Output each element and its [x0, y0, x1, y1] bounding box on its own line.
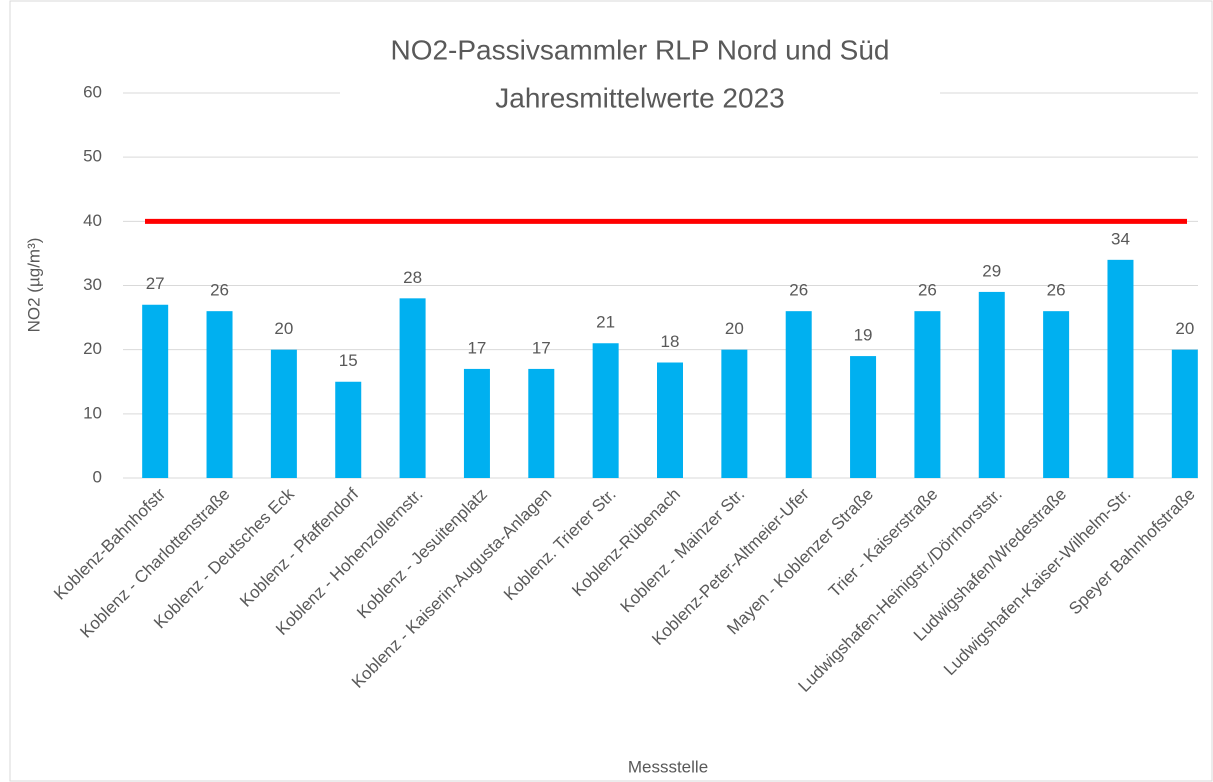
y-tick-label: 0: [93, 467, 102, 486]
y-tick-label: 10: [83, 403, 102, 422]
data-label: 29: [982, 261, 1001, 280]
bar: [657, 362, 683, 478]
bar: [463, 368, 490, 478]
data-label: 21: [596, 313, 615, 332]
data-label: 17: [467, 338, 486, 357]
bar: [335, 381, 362, 478]
data-label: 17: [532, 338, 551, 357]
data-label: 20: [1175, 319, 1194, 338]
data-label: 20: [274, 319, 293, 338]
data-label: 26: [789, 281, 808, 300]
data-label: 26: [1047, 281, 1066, 300]
y-tick-label: 30: [83, 275, 102, 294]
data-label: 26: [210, 281, 229, 300]
data-label: 18: [661, 332, 680, 351]
data-label: 19: [854, 326, 873, 345]
bar: [592, 343, 619, 478]
y-tick-label: 50: [83, 147, 102, 166]
data-label: 27: [146, 274, 165, 293]
bar: [978, 291, 1005, 478]
bar: [914, 311, 941, 478]
marks: [142, 259, 1198, 478]
chart-title: NO2-Passivsammler RLP Nord und Süd: [390, 34, 889, 65]
x-axis-title: Messstelle: [628, 757, 708, 776]
bar: [850, 356, 877, 478]
bar: [528, 368, 555, 478]
bar: [1043, 311, 1070, 478]
bar: [206, 311, 233, 478]
bar: [142, 304, 169, 478]
data-label: 15: [339, 351, 358, 370]
data-label: 34: [1111, 229, 1130, 248]
title-background: [340, 28, 940, 128]
chart-subtitle: Jahresmittelwerte 2023: [495, 82, 784, 113]
data-label: 28: [403, 268, 422, 287]
bar: [1171, 349, 1198, 478]
bar: [270, 349, 297, 478]
data-label: 26: [918, 281, 937, 300]
bar: [1107, 259, 1134, 478]
bar: [721, 349, 748, 478]
bar: [399, 298, 426, 478]
y-tick-label: 40: [83, 211, 102, 230]
y-tick-label: 60: [83, 82, 102, 101]
y-tick-label: 20: [83, 339, 102, 358]
y-axis-title: NO2 (µg/m³): [24, 238, 43, 333]
bar: [785, 311, 812, 478]
data-label: 20: [725, 319, 744, 338]
